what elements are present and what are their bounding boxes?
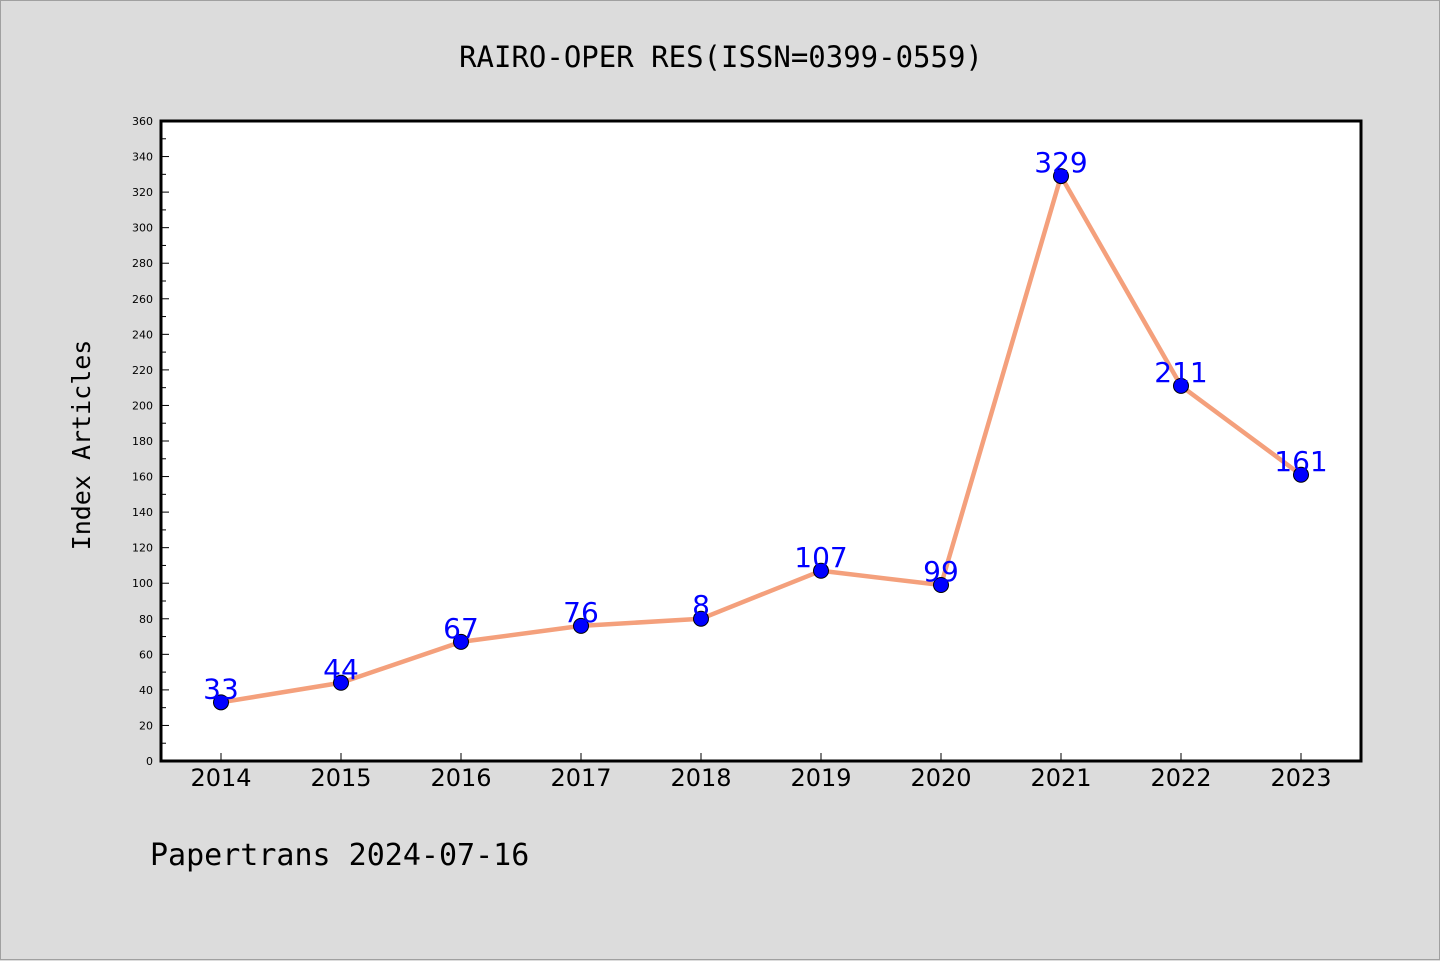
y-tick-label: 200 xyxy=(132,399,153,412)
y-tick-label: 20 xyxy=(139,719,153,732)
y-tick-label: 60 xyxy=(139,648,153,661)
series-line xyxy=(220,173,1303,705)
x-tick-label: 2020 xyxy=(910,764,971,792)
data-label: 33 xyxy=(203,672,239,705)
data-label: 76 xyxy=(563,596,599,629)
data-label: 211 xyxy=(1154,356,1207,389)
footer-stamp: Papertrans 2024-07-16 xyxy=(150,838,529,873)
y-tick-label: 220 xyxy=(132,364,153,377)
data-point xyxy=(1053,168,1069,185)
y-tick-label: 180 xyxy=(132,435,153,448)
plot-border xyxy=(159,119,1363,763)
y-tick-label: 140 xyxy=(132,506,153,519)
y-tick-label: 300 xyxy=(132,222,153,235)
y-tick-label: 240 xyxy=(132,328,153,341)
data-point xyxy=(213,694,229,711)
x-tick-label: 2018 xyxy=(670,764,731,792)
data-label: 99 xyxy=(923,555,959,588)
y-tick-label: 0 xyxy=(146,755,153,768)
x-tick-label: 2015 xyxy=(310,764,371,792)
data-point xyxy=(1173,377,1189,394)
y-tick-label: 100 xyxy=(132,577,153,590)
data-label: 8 xyxy=(692,589,710,622)
x-tick-label: 2019 xyxy=(790,764,851,792)
x-axis-ticks: 2014 2015 2016 2017 2018 2019 2020 2021 2022 2023 xyxy=(190,753,1332,792)
y-tick-label: 160 xyxy=(132,471,153,484)
y-tick-label: 340 xyxy=(132,151,153,164)
y-axis-label: Index Articles xyxy=(67,340,96,551)
data-point xyxy=(453,633,469,650)
series-markers xyxy=(213,168,1309,711)
data-point xyxy=(813,562,829,579)
x-tick-label: 2016 xyxy=(430,764,491,792)
data-label: 329 xyxy=(1034,146,1087,179)
y-tick-label: 80 xyxy=(139,613,153,626)
y-tick-label: 260 xyxy=(132,293,153,306)
data-point xyxy=(933,577,949,593)
plot-area xyxy=(161,121,1361,761)
y-tick-label: 120 xyxy=(132,542,153,555)
y-tick-label: 320 xyxy=(132,186,153,199)
y-tick-label: 360 xyxy=(132,115,153,128)
chart-title: RAIRO-OPER RES(ISSN=0399-0559) xyxy=(459,40,983,74)
data-point xyxy=(1293,466,1309,483)
data-label: 161 xyxy=(1274,445,1327,478)
data-label: 44 xyxy=(323,653,359,686)
data-labels: 33 44 67 76 8 107 99 329 211 161 xyxy=(203,146,1328,705)
x-tick-label: 2021 xyxy=(1030,764,1091,792)
x-tick-label: 2017 xyxy=(550,764,611,792)
data-label: 107 xyxy=(794,541,847,574)
y-tick-label: 280 xyxy=(132,257,153,270)
x-tick-label: 2014 xyxy=(190,764,251,792)
data-point xyxy=(333,674,349,691)
y-tick-label: 40 xyxy=(139,684,153,697)
data-point xyxy=(693,610,709,627)
data-point xyxy=(573,617,589,634)
data-label: 67 xyxy=(443,612,479,645)
x-tick-label: 2022 xyxy=(1150,764,1211,792)
x-tick-label: 2023 xyxy=(1270,764,1331,792)
